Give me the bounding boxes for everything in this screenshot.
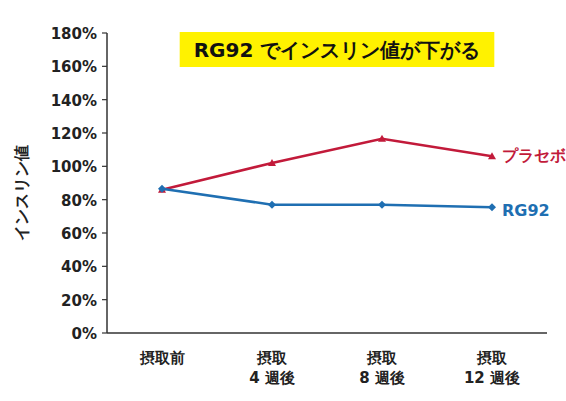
x-tick-label-line: 12 週後 [464, 369, 520, 387]
y-tick-label: 40% [61, 258, 97, 276]
y-tick [102, 199, 107, 200]
marker [268, 201, 276, 209]
y-tick-label: 0% [72, 325, 97, 343]
x-tick-label-line: 摂取前 [139, 349, 185, 367]
x-tick-label: 摂取 8 週後 [359, 349, 405, 387]
x-tick-label: 摂取 12 週後 [464, 349, 520, 387]
y-tick [102, 32, 107, 33]
series-label: RG92 [502, 201, 550, 220]
y-tick [102, 266, 107, 267]
y-tick-label: 120% [51, 125, 97, 143]
y-tick [102, 132, 107, 133]
y-axis [106, 33, 108, 333]
x-tick-label-line: 4 週後 [249, 369, 295, 387]
marker [488, 152, 496, 159]
marker [378, 135, 386, 142]
x-tick-label: 摂取 4 週後 [249, 349, 295, 387]
x-tick-label-line: 摂取 [366, 349, 398, 367]
y-tick-label: 100% [51, 158, 97, 176]
marker [158, 185, 166, 193]
y-tick-label: 80% [61, 192, 97, 210]
x-tick-label: 摂取前 [139, 349, 185, 367]
y-tick [102, 332, 107, 333]
y-tick-label: 20% [61, 292, 97, 310]
marker [268, 159, 276, 166]
title-group: RG92 でインスリン値が下がる [180, 32, 495, 67]
y-tick [102, 66, 107, 67]
marker [158, 186, 166, 193]
y-tick-label: 60% [61, 225, 97, 243]
x-axis [107, 332, 547, 334]
y-tick-label: 140% [51, 92, 97, 110]
title-box [180, 32, 495, 67]
x-tick-label-line: 摂取 [256, 349, 288, 367]
chart: 0% 20% 40% 60% 80% 100% 120% 140% 160% 180% 摂取前 摂取 4… [0, 0, 566, 401]
y-tick [102, 299, 107, 300]
series-line [162, 189, 492, 207]
y-tick [102, 99, 107, 100]
y-tick-label: 180% [51, 25, 97, 43]
series-line [162, 139, 492, 190]
plot-area [158, 135, 496, 211]
y-tick-label: 160% [51, 58, 97, 76]
y-axis-label: インスリン値 [12, 145, 31, 241]
x-tick-label-line: 8 週後 [359, 369, 405, 387]
marker [488, 203, 496, 211]
marker [378, 201, 386, 209]
y-tick [102, 232, 107, 233]
y-tick [102, 166, 107, 167]
series-label: プラセボ [502, 146, 566, 165]
x-tick-label-line: 摂取 [476, 349, 508, 367]
title: RG92 でインスリン値が下がる [194, 38, 481, 62]
